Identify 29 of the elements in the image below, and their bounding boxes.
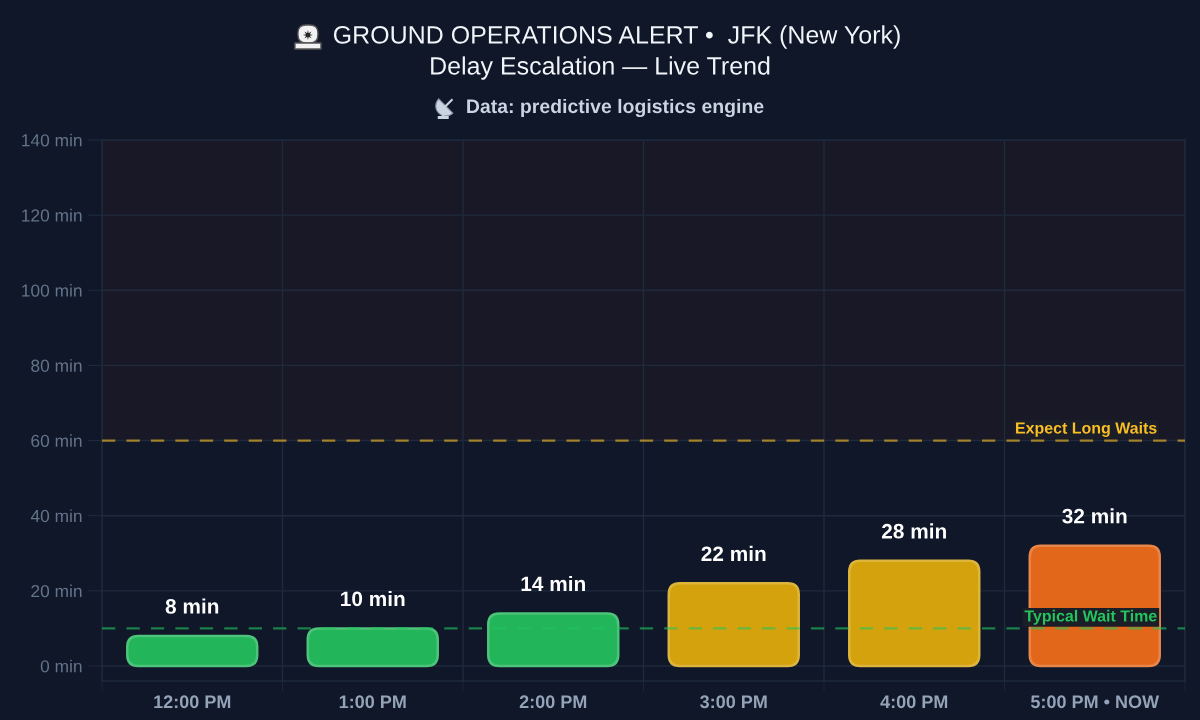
y-tick-label: 80 min — [31, 359, 82, 372]
ref-line-label: Expect Long Waits — [1016, 421, 1157, 437]
y-tick-label: 60 min — [31, 434, 82, 448]
y-tick-label: 40 min — [30, 509, 82, 523]
chart-subtitle: Data: predictive logistics engine — [467, 98, 764, 118]
y-tick-label: 120 min — [22, 208, 82, 222]
data-label: 8 min — [165, 598, 219, 614]
x-tick-label: 12:00 PM — [154, 695, 231, 709]
x-tick-label: 3:00 PM — [700, 695, 767, 709]
y-tick-label: 0 min — [40, 659, 82, 673]
bar — [126, 634, 259, 668]
data-label: 10 min — [341, 590, 405, 607]
y-tick-label: 140 min — [22, 133, 82, 147]
data-label: 32 min — [1062, 508, 1127, 524]
x-tick-label: 5:00 PM • NOW — [1030, 695, 1160, 709]
bar — [487, 612, 620, 668]
y-tick-label: 100 min — [22, 283, 82, 297]
x-tick-label: 4:00 PM — [880, 695, 948, 709]
data-label: 14 min — [521, 575, 585, 591]
bar — [306, 627, 439, 668]
data-label: 28 min — [881, 523, 946, 539]
bar — [848, 559, 981, 668]
y-tick-label: 20 min — [31, 584, 82, 598]
data-label: 22 min — [701, 545, 766, 561]
ref-line-label: Typical Wait Time — [1024, 609, 1157, 625]
bar — [667, 582, 800, 668]
chart-title: GROUND OPERATIONS ALERT • JFK (New York) Delay Escalation — Live Trend — [333, 25, 900, 80]
x-tick-label: 2:00 PM — [519, 695, 587, 709]
x-tick-label: 1:00 PM — [339, 695, 406, 709]
